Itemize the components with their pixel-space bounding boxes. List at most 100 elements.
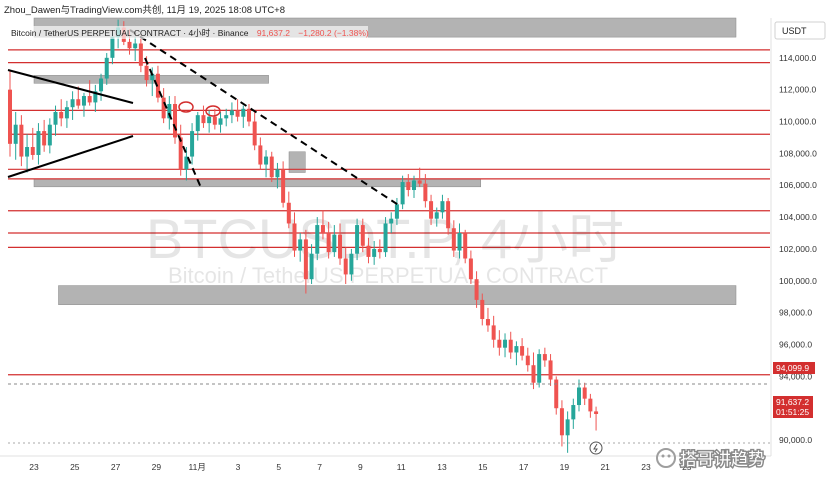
candle [173,96,178,144]
candle [417,167,422,187]
candle [19,115,24,167]
candle [13,111,18,160]
candle [269,151,274,183]
candle [491,315,496,348]
header: Zhou_Dawen与TradingView.com共创, 11月 19, 20… [4,4,369,39]
candle [355,218,360,261]
svg-text:Bitcoin / TetherUS PERPETUAL C: Bitcoin / TetherUS PERPETUAL CONTRACT · … [11,28,369,38]
watermark: BTCUSDT.P, 4小时 Bitcoin / TetherUS PERPET… [146,207,624,288]
candle [338,223,343,265]
alert-price-badge [773,362,815,374]
date-tick-label: 7 [317,462,322,472]
candle [93,84,98,112]
candle [286,191,291,229]
candle [440,194,445,219]
date-tick-label: 3 [236,462,241,472]
candle [463,229,468,264]
candle [548,354,553,386]
date-tick-label: 15 [478,462,488,472]
candle [468,250,473,284]
candle [30,127,35,160]
date-tick-label: 25 [682,462,692,472]
price-change: −1,280.2 (−1.38%) [298,28,369,38]
candle [195,111,200,141]
date-tick-label: 11 [397,462,406,472]
candle [571,398,576,429]
triangle-upper-line [7,69,134,104]
date-tick-label: 5 [276,462,281,472]
swing-circle-1 [178,101,194,113]
candle [150,67,155,97]
candle [411,175,416,198]
candle [480,293,485,326]
candle [133,37,138,62]
candle [42,119,47,152]
candle [508,331,513,359]
candle [434,207,439,227]
price-tick-label: 106,000.0 [779,180,817,190]
candle [451,220,456,257]
watermark-name: Bitcoin / TetherUS PERPETUAL CONTRACT [168,263,608,288]
swing-markers [178,101,221,117]
candle [99,73,104,101]
candle [366,237,371,264]
price-tick-label: 90,000.0 [779,435,812,445]
currency-selector[interactable]: USDT [774,21,826,40]
date-tick-label: 9 [358,462,363,472]
candle [474,271,479,308]
candle [582,382,587,406]
candle [87,80,92,106]
candle [241,105,246,128]
countdown-label: 01:51:25 [776,407,809,417]
candles [8,19,599,453]
price-axis[interactable]: 90,000.092,000.094,000.096,000.098,000.0… [779,53,817,445]
candle [298,233,303,262]
candle [184,147,189,181]
candle [53,105,58,136]
candle [258,137,263,170]
candle [537,349,542,388]
date-tick-label: 13 [437,462,447,472]
date-tick-label: 19 [560,462,570,472]
price-tick-label: 96,000.0 [779,340,812,350]
candle [554,376,559,415]
candle [377,239,382,259]
candle [235,99,240,122]
candle [212,108,217,130]
last-price: 91,637.2 [257,28,290,38]
candle [485,307,490,332]
price-badges: 94,099.9 91,637.2 01:51:25 [773,362,815,418]
replay-button[interactable] [589,441,603,455]
candle [64,100,69,128]
candle [559,400,564,447]
date-tick-label: 25 [70,462,80,472]
current-price-label: 91,637.2 [776,397,809,407]
candle [292,212,297,257]
candle [218,111,223,133]
candle [429,194,434,226]
price-tick-label: 94,000.0 [779,371,812,381]
candle [326,221,331,259]
brand-text: 搭哥讲趋势 [680,450,765,469]
candle [594,406,599,431]
candle [588,393,593,418]
candle [201,105,206,128]
time-axis[interactable]: 23 25 27 29 11月 3 5 7 9 11 13 15 17 19 21 23 25 [29,462,692,472]
candle [457,223,462,259]
candle [190,123,195,165]
downtrend-dashed-line [129,29,401,207]
candle [400,175,405,210]
candle [207,110,212,133]
candle [161,88,166,124]
date-tick-label: 23 [29,462,39,472]
candle [47,118,52,154]
price-tick-label: 98,000.0 [779,308,812,318]
trendlines [7,29,401,207]
swing-circle-2 [205,105,221,117]
candle [360,218,365,253]
candle [343,247,348,284]
candle [138,35,143,73]
candle [514,341,519,366]
candle [309,244,314,284]
